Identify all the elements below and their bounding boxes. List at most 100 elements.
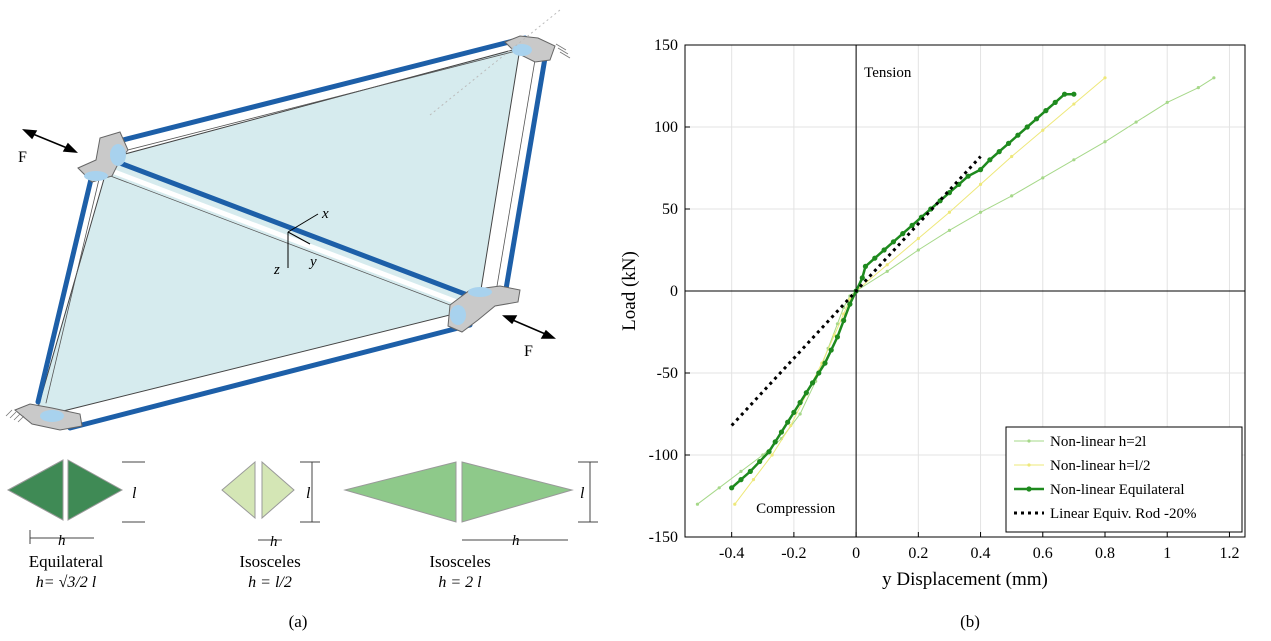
legend-label: Linear Equiv. Rod -20% [1050, 506, 1197, 522]
data-point [885, 269, 889, 273]
x-axis-label: y Displacement (mm) [882, 569, 1048, 590]
data-point [778, 429, 785, 435]
data-point [747, 468, 753, 474]
shape3-formula: h = 2 l [438, 574, 482, 591]
data-point [834, 334, 841, 340]
legend-marker [1027, 463, 1031, 467]
force-label-right: F [524, 343, 533, 360]
caption-b: (b) [960, 612, 980, 631]
data-point [947, 228, 952, 232]
shape2-dim-l: l [306, 485, 311, 502]
force-arrow-left [22, 129, 78, 153]
force-label-left: F [18, 149, 27, 166]
load-displacement-chart: -0.4 -0.2 0 0.2 0.4 0.6 0.8 1 1.2 -150 -100 -50 0 50 1… [619, 37, 1246, 631]
shape1-formula: h= √3/2 l [36, 574, 97, 591]
shape3-title: Isosceles [429, 552, 490, 571]
joint-mid-right [447, 285, 521, 333]
support-hatching [5, 43, 571, 423]
series-layer [695, 76, 1216, 506]
schematic-svg: F F x y z l h Equilateral h= √3/2 l l h … [5, 9, 598, 631]
axis-label-y: y [308, 254, 317, 270]
data-point [785, 419, 791, 425]
data-point [766, 449, 772, 455]
y-tick-label: -50 [657, 365, 678, 382]
legend-label: Non-linear h=2l [1050, 434, 1146, 450]
data-point [1005, 140, 1012, 146]
data-point [816, 370, 822, 376]
data-point [791, 409, 797, 415]
data-point [772, 439, 778, 445]
data-point [738, 477, 744, 483]
data-point [717, 486, 721, 490]
x-tick-label: 0 [852, 545, 860, 562]
panel-a-schematic: F F x y z l h Equilateral h= √3/2 l l h … [0, 0, 620, 636]
data-point [828, 347, 834, 353]
shape2-formula: h = l/2 [248, 574, 292, 591]
data-point [1010, 194, 1014, 198]
data-point [965, 173, 971, 179]
shape1-dim-l: l [132, 485, 137, 502]
axis-label-z: z [273, 262, 280, 278]
annotation-tension: Tension [864, 65, 912, 81]
x-tick-label: 0.6 [1033, 545, 1053, 562]
data-point [946, 190, 953, 196]
y-tick-label: 50 [662, 201, 678, 218]
y-axis-label: Load (kN) [620, 251, 640, 331]
data-point [1072, 102, 1076, 106]
data-point [1043, 108, 1049, 114]
data-point [1103, 76, 1107, 80]
data-point [977, 167, 984, 173]
shape-isosceles-half [221, 460, 320, 541]
data-point [1041, 128, 1045, 132]
data-point [1103, 140, 1107, 144]
series-2 [729, 91, 1077, 491]
data-point [1041, 176, 1045, 180]
force-arrow-right [502, 315, 556, 339]
shape-isosceles-double [343, 461, 598, 541]
data-point [798, 412, 802, 416]
data-point [695, 502, 700, 506]
data-point [862, 263, 869, 269]
x-tick-label: 0.8 [1095, 545, 1115, 562]
data-point [916, 248, 920, 252]
data-point [885, 263, 889, 267]
data-point [835, 322, 840, 326]
series-line [730, 155, 982, 427]
data-point [881, 247, 887, 253]
data-point [1052, 99, 1058, 105]
data-point [947, 210, 952, 214]
panel-b-chart: -0.4 -0.2 0 0.2 0.4 0.6 0.8 1 1.2 -150 -100 -50 0 50 1… [619, 0, 1271, 636]
series-3 [730, 155, 982, 427]
series-line [697, 77, 1215, 505]
data-point [1134, 120, 1138, 124]
data-point [909, 222, 915, 228]
data-point [822, 360, 828, 366]
local-axes [287, 213, 319, 268]
y-tick-label: 100 [654, 119, 678, 136]
legend-marker [1026, 486, 1032, 492]
data-point [809, 380, 816, 386]
shape1-title: Equilateral [29, 552, 104, 571]
data-point [900, 231, 906, 237]
tick-labels: -0.4 -0.2 0 0.2 0.4 0.6 0.8 1 1.2 -150 -100 -50 0 50 1… [649, 37, 1240, 562]
data-point [987, 157, 993, 163]
data-point [1010, 154, 1014, 159]
data-point [847, 301, 853, 307]
shape2-title: Isosceles [239, 552, 300, 571]
data-point [842, 312, 846, 316]
data-point [1033, 116, 1040, 122]
joint-top-right [504, 35, 556, 63]
legend-label: Non-linear Equilateral [1050, 482, 1185, 498]
x-tick-label: 1 [1163, 545, 1171, 562]
data-point [733, 502, 737, 506]
data-point [797, 399, 803, 406]
data-point [770, 453, 774, 457]
data-point [1015, 132, 1021, 138]
x-tick-label: 1.2 [1219, 545, 1239, 562]
joint-bottom-left [14, 403, 83, 431]
data-point [978, 182, 983, 186]
legend-marker [1027, 439, 1031, 443]
data-point [757, 458, 763, 465]
data-point [789, 423, 793, 428]
data-point [841, 317, 847, 324]
